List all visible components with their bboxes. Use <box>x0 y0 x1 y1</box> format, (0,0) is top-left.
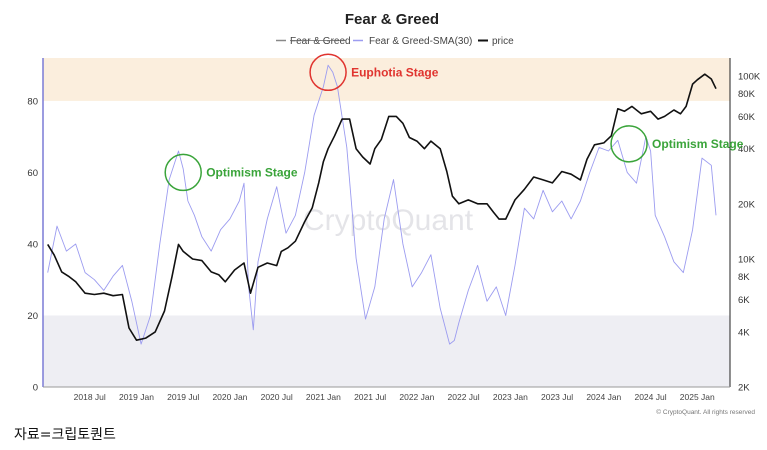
x-tick-label: 2022 Jan <box>399 392 434 402</box>
x-tick-label: 2019 Jan <box>119 392 154 402</box>
optimism-2019-label: Optimism Stage <box>206 165 298 179</box>
tick-labels: 0 20 40 60 80 2K 4K 6K 8K 10K 20K 40K 60K 80K 100K 2018… <box>27 71 760 402</box>
x-tick-label: 2021 Jul <box>354 392 386 402</box>
left-tick-label: 0 <box>33 383 38 394</box>
x-tick-label: 2023 Jul <box>541 392 573 402</box>
right-tick-label: 4K <box>738 327 750 338</box>
right-tick-label: 8K <box>738 272 750 283</box>
euphoria-circle <box>309 53 347 92</box>
left-tick-label: 20 <box>27 311 38 322</box>
right-tick-label: 80K <box>738 89 756 100</box>
sma-line <box>47 64 717 345</box>
euphoria-label: Euphotia Stage <box>351 65 439 79</box>
annotations: Euphotia Stage Optimism Stage Optimism Sta… <box>164 53 744 192</box>
right-tick-label: 100K <box>738 71 761 82</box>
left-tick-label: 40 <box>27 239 38 250</box>
optimism-2024-label: Optimism Stage <box>652 137 744 151</box>
price-line <box>47 73 717 341</box>
legend: Fear & Greed Fear & Greed-SMA(30) price <box>276 36 514 47</box>
right-tick-label: 6K <box>738 295 750 306</box>
x-tick-label: 2022 Jul <box>448 392 480 402</box>
right-tick-label: 20K <box>738 199 756 210</box>
axes <box>42 58 731 388</box>
x-tick-label: 2023 Jan <box>493 392 528 402</box>
legend-label: Fear & Greed-SMA(30) <box>369 36 472 47</box>
source-note: 자료=크립토퀀트 <box>14 427 116 443</box>
right-tick-label: 10K <box>738 254 756 265</box>
right-tick-label: 2K <box>738 383 750 394</box>
x-tick-label: 2025 Jan <box>680 392 715 402</box>
chart-title: Fear & Greed <box>345 11 439 28</box>
optimism-2019-circle <box>164 153 202 192</box>
fear-zone-band <box>43 315 730 387</box>
right-tick-label: 40K <box>738 144 756 155</box>
x-tick-label: 2020 Jul <box>261 392 293 402</box>
legend-label: price <box>492 36 514 47</box>
series-lines <box>47 64 717 345</box>
watermark: CryptoQuant <box>303 204 474 237</box>
legend-label: Fear & Greed <box>290 36 351 47</box>
left-tick-label: 80 <box>27 96 38 107</box>
x-tick-label: 2024 Jan <box>586 392 621 402</box>
x-tick-label: 2020 Jan <box>212 392 247 402</box>
optimism-2024-circle <box>610 125 648 163</box>
x-tick-label: 2018 Jul <box>74 392 106 402</box>
copyright-note: © CryptoQuant. All rights reserved <box>656 408 755 416</box>
x-tick-label: 2019 Jul <box>167 392 199 402</box>
x-tick-label: 2024 Jul <box>634 392 666 402</box>
x-tick-label: 2021 Jan <box>306 392 341 402</box>
greed-zone-band <box>43 58 730 101</box>
left-tick-label: 60 <box>27 168 38 179</box>
right-tick-label: 60K <box>738 112 756 123</box>
